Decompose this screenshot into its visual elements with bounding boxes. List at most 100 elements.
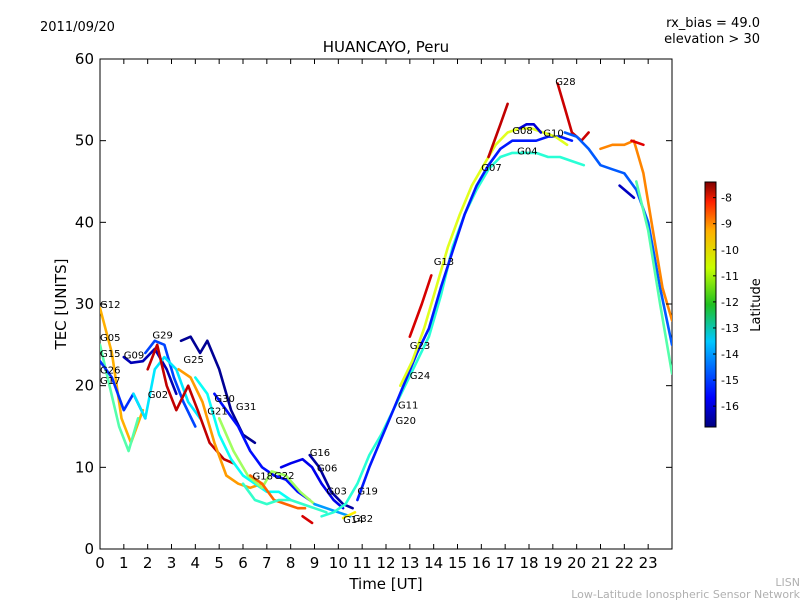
series-line-AA	[563, 131, 672, 347]
satellite-label: G23	[410, 341, 430, 352]
series-line-AE	[630, 139, 645, 147]
series-line-P	[308, 453, 354, 510]
y-tick-label: 0	[84, 540, 94, 558]
satellite-label: G15	[100, 349, 120, 360]
satellite-label: G28	[555, 77, 575, 88]
x-tick-label: 5	[214, 554, 224, 572]
x-tick-label: 18	[519, 554, 538, 572]
x-tick-label: 15	[448, 554, 467, 572]
colorbar-tick-label: -10	[721, 244, 739, 257]
x-tick-label: 0	[95, 554, 105, 572]
series-line-AD	[618, 184, 636, 200]
chart-title: HUANCAYO, Peru	[323, 38, 449, 56]
satellite-label: G05	[100, 333, 120, 344]
x-tick-label: 16	[472, 554, 491, 572]
footer-org-short: LISN	[775, 576, 800, 589]
satellite-label: G26	[100, 365, 120, 376]
satellite-label: G16	[310, 448, 330, 459]
colorbar-ticks: -8 -9 -10 -11 -12 -13 -14 -15 -16	[713, 192, 739, 413]
colorbar-tick-label: -16	[721, 400, 739, 413]
satellite-label: G31	[236, 402, 256, 413]
colorbar-tick-label: -8	[721, 192, 732, 205]
satellite-label: G11	[398, 401, 418, 412]
date-label: 2011/09/20	[40, 20, 115, 35]
rx-bias-label: rx_bias = 49.0	[666, 16, 760, 31]
series-line-N	[241, 482, 328, 514]
series-line-Z	[556, 82, 590, 142]
y-tick-label: 10	[75, 458, 94, 476]
satellite-label: G17	[100, 376, 120, 387]
series-line-U	[356, 135, 574, 502]
series-line-K	[213, 392, 312, 502]
series-layer	[100, 82, 672, 525]
satellite-label: G29	[152, 330, 172, 341]
x-tick-label: 7	[262, 554, 272, 572]
y-tick-label: 50	[75, 132, 94, 150]
y-tick-label: 40	[75, 213, 94, 231]
series-line-J	[194, 376, 293, 502]
satellite-label: G14	[343, 515, 363, 526]
satellite-label: G06	[317, 463, 337, 474]
x-tick-label: 3	[167, 554, 177, 572]
colorbar-tick-label: -11	[721, 270, 739, 283]
y-tick-label: 60	[75, 50, 94, 68]
series-line-S	[341, 510, 357, 520]
satellite-label: G24	[410, 371, 430, 382]
x-axis-label: Time [UT]	[348, 575, 422, 593]
x-tick-label: 21	[591, 554, 610, 572]
x-tick-label: 14	[424, 554, 443, 572]
colorbar-tick-label: -14	[721, 348, 739, 361]
x-axis: 0 1 2 3 4 5 6 7 8 9 10 11 12 13 14 15 16 17 18 19 20 21 22 23	[95, 59, 658, 572]
satellite-label: G32	[353, 514, 373, 525]
colorbar-tick-label: -13	[721, 322, 739, 335]
satellite-label: G22	[274, 471, 294, 482]
series-line-Y	[518, 123, 543, 134]
satellite-label: G10	[543, 129, 563, 140]
series-line-M	[248, 474, 307, 510]
satellite-label: G21	[207, 406, 227, 417]
x-tick-label: 23	[639, 554, 658, 572]
series-line-D	[122, 347, 178, 396]
x-tick-label: 20	[567, 554, 586, 572]
x-tick-label: 4	[191, 554, 201, 572]
series-line-I	[177, 367, 264, 490]
series-line-L	[217, 416, 316, 506]
x-tick-label: 10	[329, 554, 348, 572]
colorbar-tick-label: -15	[721, 374, 739, 387]
x-tick-label: 11	[353, 554, 372, 572]
satellite-label: G03	[326, 486, 346, 497]
satellite-label: G13	[434, 257, 454, 268]
series-line-AC	[634, 180, 672, 375]
satellite-label: G18	[253, 472, 273, 483]
elevation-label: elevation > 30	[664, 32, 760, 47]
colorbar-tick-label: -9	[721, 218, 732, 231]
x-tick-label: 22	[615, 554, 634, 572]
colorbar	[704, 181, 717, 428]
y-tick-label: 20	[75, 377, 94, 395]
colorbar-label: Latitude	[749, 278, 764, 332]
x-tick-label: 17	[496, 554, 515, 572]
satellite-label: G02	[148, 390, 168, 401]
series-line-R	[301, 514, 314, 525]
satellite-label: G30	[214, 394, 234, 405]
x-tick-label: 2	[143, 554, 153, 572]
x-tick-label: 9	[310, 554, 320, 572]
footer-org-long: Low-Latitude Ionospheric Sensor Network	[571, 588, 800, 600]
series-line-X	[487, 102, 509, 159]
x-tick-label: 8	[286, 554, 296, 572]
series-line-O	[279, 457, 345, 510]
x-tick-label: 6	[238, 554, 248, 572]
x-tick-label: 13	[400, 554, 419, 572]
series-line-F	[132, 355, 202, 420]
satellite-label: G25	[183, 355, 203, 366]
satellite-label: G08	[512, 126, 532, 137]
satellite-label: G20	[396, 416, 416, 427]
colorbar-tick-label: -12	[721, 296, 739, 309]
y-axis: 0 10 20 30 40 50 60	[75, 50, 672, 558]
satellite-label: G07	[481, 163, 501, 174]
y-tick-label: 30	[75, 295, 94, 313]
y-axis-label: TEC [UNITS]	[52, 259, 70, 351]
x-tick-label: 1	[119, 554, 129, 572]
